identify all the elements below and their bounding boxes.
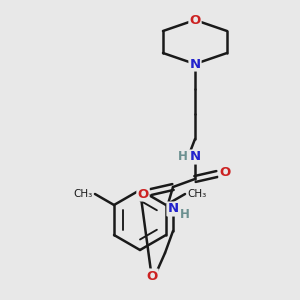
- Text: N: N: [167, 202, 178, 215]
- Text: O: O: [189, 14, 201, 26]
- Text: N: N: [189, 151, 201, 164]
- Text: O: O: [137, 188, 148, 200]
- Text: O: O: [219, 166, 231, 178]
- Text: H: H: [180, 208, 190, 220]
- Text: O: O: [146, 269, 158, 283]
- Text: CH₃: CH₃: [74, 189, 93, 199]
- Text: CH₃: CH₃: [187, 189, 206, 199]
- Text: N: N: [189, 58, 201, 70]
- Text: H: H: [178, 151, 188, 164]
